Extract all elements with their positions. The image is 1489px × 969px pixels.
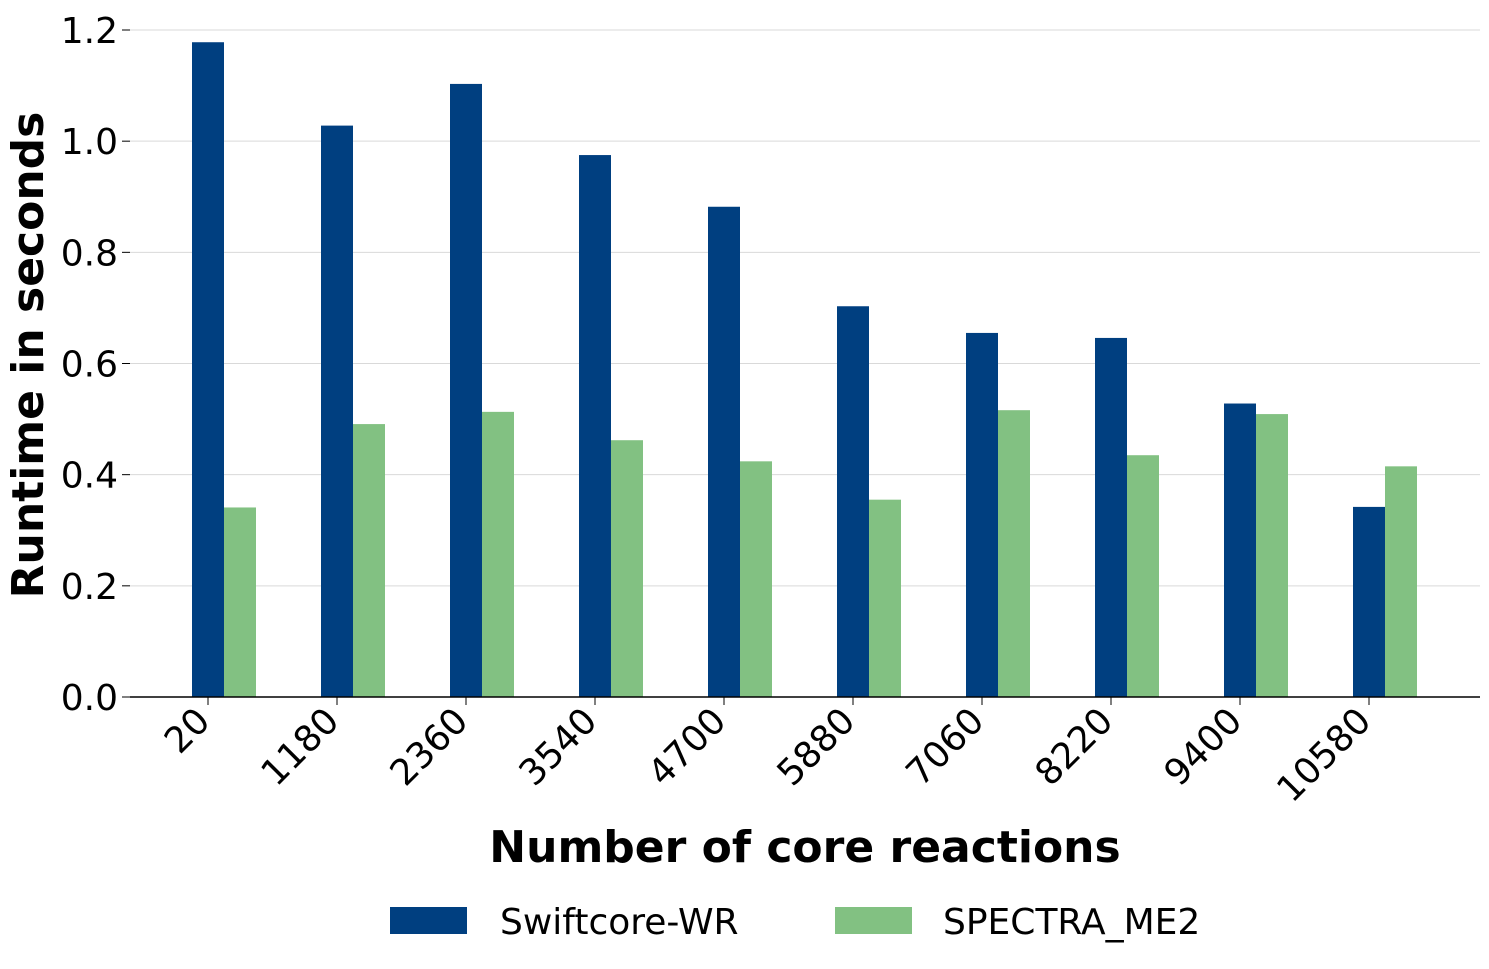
bar-swiftcore-wr — [1353, 506, 1385, 697]
bar-spectra-me2 — [740, 461, 772, 697]
bar-spectra-me2 — [1385, 466, 1417, 697]
legend: Swiftcore-WR SPECTRA_ME2 — [390, 902, 1200, 943]
x-ticks: 20 1180 2360 3540 4700 5880 7060 8220 9400 10580 — [157, 697, 1379, 810]
bar-spectra-me2 — [224, 507, 256, 697]
bar-swiftcore-wr — [192, 42, 224, 697]
x-tick-label: 20 — [157, 700, 218, 761]
x-tick-label: 7060 — [899, 700, 993, 794]
bar-swiftcore-wr — [837, 306, 869, 697]
y-ticks: 0.0 0.2 0.4 0.6 0.8 1.0 1.2 — [61, 11, 130, 719]
bar-spectra-me2 — [482, 411, 514, 697]
x-axis-title: Number of core reactions — [489, 822, 1120, 873]
y-tick-label: 0.4 — [61, 456, 118, 497]
bar-swiftcore-wr — [321, 125, 353, 697]
x-tick-label: 2360 — [383, 700, 477, 794]
legend-swatch — [835, 907, 912, 934]
x-tick-label: 10580 — [1269, 700, 1379, 810]
y-axis-title: Runtime in seconds — [3, 112, 54, 599]
y-tick-label: 0.6 — [61, 345, 118, 386]
bar-swiftcore-wr — [708, 206, 740, 697]
y-tick-label: 0.2 — [61, 567, 118, 608]
y-tick-label: 1.2 — [61, 11, 118, 52]
legend-swatch — [390, 907, 467, 934]
bar-swiftcore-wr — [1224, 403, 1256, 697]
bars — [192, 42, 1417, 697]
y-tick-label: 0.8 — [61, 233, 118, 274]
x-tick-label: 4700 — [641, 700, 735, 794]
y-tick-label: 0.0 — [61, 678, 118, 719]
x-tick-label: 3540 — [512, 700, 606, 794]
legend-label: Swiftcore-WR — [500, 902, 739, 943]
bar-spectra-me2 — [611, 440, 643, 697]
legend-label: SPECTRA_ME2 — [943, 902, 1200, 943]
bar-swiftcore-wr — [966, 332, 998, 697]
x-tick-label: 5880 — [770, 700, 864, 794]
bar-swiftcore-wr — [579, 155, 611, 697]
bar-swiftcore-wr — [1095, 337, 1127, 697]
bar-spectra-me2 — [1127, 455, 1159, 697]
bar-spectra-me2 — [998, 410, 1030, 697]
x-tick-label: 1180 — [254, 700, 348, 794]
x-tick-label: 8220 — [1028, 700, 1122, 794]
bar-spectra-me2 — [1256, 414, 1288, 697]
x-tick-label: 9400 — [1157, 700, 1251, 794]
bar-spectra-me2 — [869, 499, 901, 697]
bar-swiftcore-wr — [450, 83, 482, 697]
y-tick-label: 1.0 — [61, 122, 118, 163]
bar-spectra-me2 — [353, 424, 385, 697]
